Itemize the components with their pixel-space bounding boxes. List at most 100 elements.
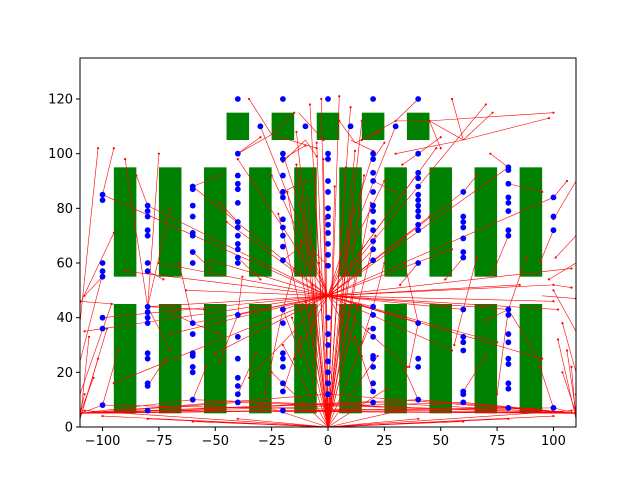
- data-point: [505, 312, 512, 318]
- shelf-rect: [204, 167, 227, 277]
- edge-line: [451, 98, 464, 141]
- data-point: [234, 232, 241, 239]
- edge-line: [80, 404, 103, 414]
- edge-node: [450, 349, 454, 352]
- edge-line: [372, 262, 385, 307]
- data-point: [325, 205, 331, 212]
- data-point: [189, 331, 196, 337]
- edge-node: [439, 147, 442, 150]
- data-point: [234, 172, 241, 179]
- data-point: [325, 189, 331, 195]
- edge-line: [264, 309, 284, 395]
- data-point: [460, 224, 467, 231]
- edge-line: [237, 257, 261, 280]
- data-point: [280, 350, 286, 357]
- data-point: [189, 202, 196, 209]
- x-tick-label: −75: [145, 434, 172, 449]
- edge-line: [185, 290, 329, 297]
- edge-node: [295, 130, 298, 133]
- data-point: [234, 96, 241, 102]
- data-point: [370, 325, 376, 332]
- shelf-rect: [113, 304, 137, 414]
- edge-line: [282, 295, 329, 310]
- edge-line: [170, 295, 329, 335]
- edge-line: [282, 309, 302, 357]
- data-point: [415, 183, 422, 190]
- edge-node: [311, 283, 314, 286]
- edge-line: [327, 150, 356, 427]
- edge-line: [102, 194, 329, 297]
- data-point: [280, 150, 286, 157]
- edge-line: [282, 336, 302, 392]
- edge-line: [539, 366, 554, 408]
- data-point: [144, 383, 151, 389]
- data-point: [325, 380, 331, 387]
- data-point: [99, 197, 106, 204]
- data-point: [415, 191, 422, 198]
- data-point: [144, 303, 151, 310]
- data-point: [280, 243, 286, 250]
- data-point: [415, 260, 422, 266]
- edge-node: [338, 95, 341, 98]
- data-point: [189, 369, 196, 376]
- edge-line: [84, 295, 329, 332]
- edge-node: [259, 404, 262, 407]
- data-point: [370, 150, 376, 157]
- edge-node: [299, 335, 303, 338]
- edge-node: [565, 179, 569, 183]
- data-point: [370, 303, 376, 310]
- edge-line: [80, 399, 419, 414]
- edge-line: [282, 268, 295, 310]
- data-point: [144, 309, 151, 316]
- edge-node: [399, 283, 402, 286]
- edge-node: [561, 371, 564, 374]
- data-point: [550, 404, 557, 411]
- edge-line: [80, 300, 114, 305]
- edge-line: [147, 358, 166, 387]
- edge-line: [296, 164, 329, 427]
- edge-node: [247, 376, 251, 379]
- edge-line: [548, 262, 576, 280]
- edge-line: [553, 407, 576, 414]
- data-point: [234, 150, 241, 157]
- data-point: [189, 353, 196, 359]
- edge-node: [164, 357, 167, 360]
- edge-line: [408, 323, 419, 367]
- edge-node: [362, 174, 366, 177]
- data-point: [370, 380, 376, 387]
- edge-node: [96, 147, 100, 150]
- data-point: [189, 213, 196, 220]
- edge-line: [553, 284, 572, 288]
- edge-line: [462, 257, 478, 310]
- edge-node: [360, 341, 363, 344]
- data-point: [370, 156, 376, 163]
- data-point: [415, 213, 422, 220]
- data-point: [234, 180, 241, 187]
- data-point: [144, 355, 151, 362]
- edge-line: [542, 295, 576, 299]
- edge-node: [353, 335, 357, 338]
- edge-line: [125, 270, 329, 297]
- x-tick-label: −100: [85, 434, 121, 449]
- data-point: [505, 232, 512, 239]
- edge-line: [553, 180, 576, 220]
- data-point: [234, 383, 241, 389]
- data-point: [280, 172, 286, 179]
- edge-node: [306, 196, 309, 199]
- data-point: [415, 208, 422, 214]
- edge-line: [327, 418, 419, 427]
- edge-line: [327, 295, 408, 368]
- edge-line: [282, 180, 306, 193]
- shelf-rect: [474, 304, 498, 414]
- edge-node: [112, 382, 115, 385]
- edge-node: [538, 261, 542, 265]
- data-point: [280, 232, 286, 239]
- edge-node: [83, 393, 86, 396]
- edge-node: [101, 414, 104, 418]
- edge-line: [562, 372, 576, 414]
- edge-line: [485, 309, 509, 321]
- data-point: [325, 331, 331, 337]
- edge-node: [290, 316, 294, 319]
- edge-line: [463, 175, 478, 193]
- data-point: [370, 227, 376, 234]
